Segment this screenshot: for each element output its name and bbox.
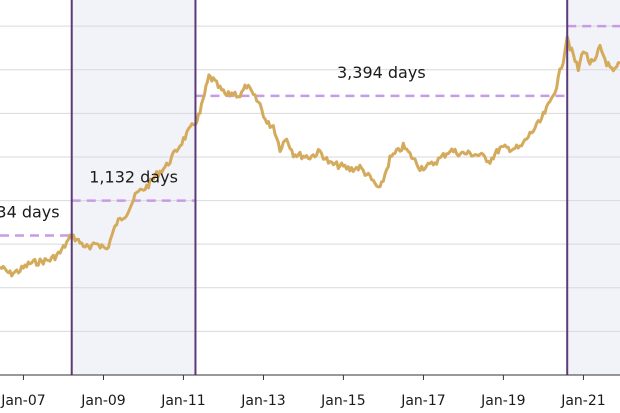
price-series [0,35,620,278]
shaded-periods [71,0,620,375]
x-tick-label: Jan-09 [80,393,125,409]
period-labels: 34 days 1,132 days 3,394 days [0,63,426,222]
x-tick-label: Jan-19 [480,393,525,409]
x-tick-label: Jan-07 [0,393,45,409]
x-tick-label: Jan-15 [320,393,365,409]
price-line [0,35,620,278]
x-tick-label: Jan-13 [240,393,285,409]
shaded-period [71,0,196,375]
x-tick-label: Jan-17 [400,393,445,409]
x-tick-label: Jan-11 [160,393,205,409]
period-label: 34 days [0,202,60,221]
x-axis: Jan-07 Jan-09 Jan-11 Jan-13 Jan-15 Jan-17 Jan-… [0,374,620,409]
period-label: 1,132 days [89,168,178,187]
peak-markers [70,0,569,375]
period-label: 3,394 days [337,63,426,82]
x-tick-label: Jan-21 [560,393,605,409]
